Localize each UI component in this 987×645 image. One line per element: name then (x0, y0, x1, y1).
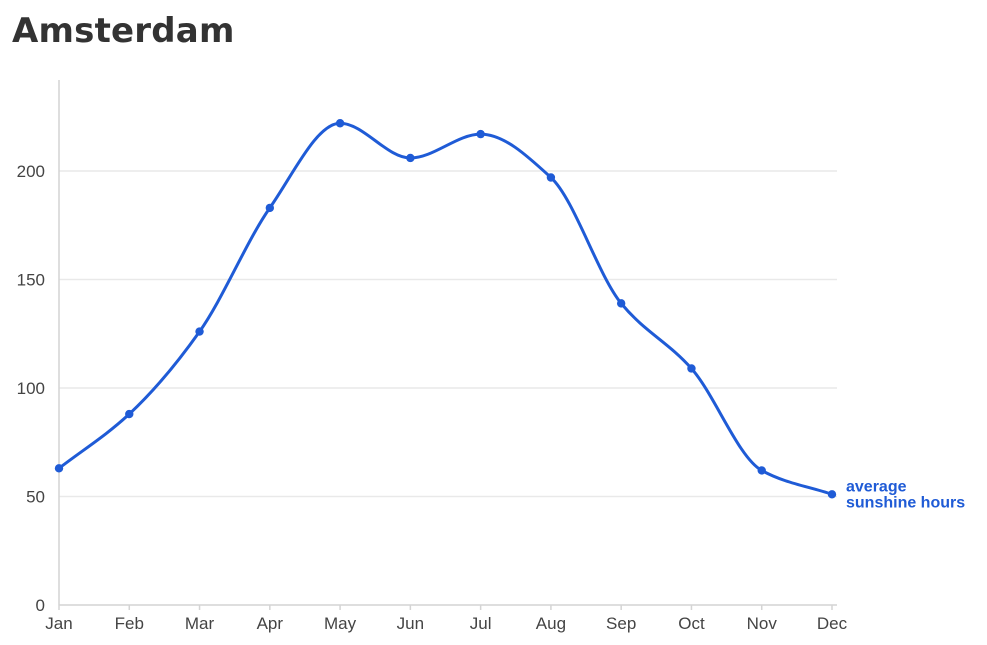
data-point-jul (476, 129, 485, 139)
series-label-line: sunshine hours (846, 494, 965, 511)
x-tick-label: Feb (115, 614, 144, 633)
y-tick-label: 200 (17, 162, 45, 181)
x-tick-label: Nov (747, 614, 778, 633)
x-tick-label: Dec (817, 614, 848, 633)
data-point-mar (195, 327, 204, 336)
data-point-aug (546, 173, 556, 182)
series-lines (57, 121, 834, 496)
y-tick-label: 0 (36, 596, 45, 615)
chart-title: Amsterdam (12, 11, 235, 51)
axes (58, 80, 837, 610)
data-point-jun (406, 153, 415, 163)
data-point-feb (125, 409, 134, 419)
data-point-jan (54, 464, 64, 473)
data-point-oct (687, 364, 696, 373)
y-tick-label: 150 (17, 271, 45, 290)
data-point-dec (827, 490, 837, 499)
y-tick-label: 50 (26, 488, 45, 507)
data-point-apr (265, 203, 275, 213)
x-tick-label: May (324, 614, 357, 633)
x-tick-label: Aug (536, 614, 566, 633)
x-tick-label: Apr (257, 614, 284, 633)
y-tick-label: 100 (17, 379, 45, 398)
grid-lines (59, 170, 837, 498)
data-points (54, 119, 837, 499)
x-tick-labels: Jan Feb Mar Apr May Jun Jul Aug Sep Oct Nov Dec (45, 614, 847, 633)
series-label-line: average (846, 478, 907, 495)
x-tick-label: Mar (185, 614, 215, 633)
data-point-sep (616, 299, 626, 308)
x-tick-label: Jun (397, 614, 424, 633)
x-tick-label: Sep (606, 614, 636, 633)
data-point-may (335, 119, 345, 128)
series-line (57, 121, 834, 496)
x-tick-label: Jul (470, 614, 492, 633)
data-point-nov (757, 466, 766, 475)
x-tick-label: Jan (45, 614, 72, 633)
y-tick-labels: 0 50 100 150 200 (17, 162, 45, 615)
x-tick-label: Oct (678, 614, 705, 633)
